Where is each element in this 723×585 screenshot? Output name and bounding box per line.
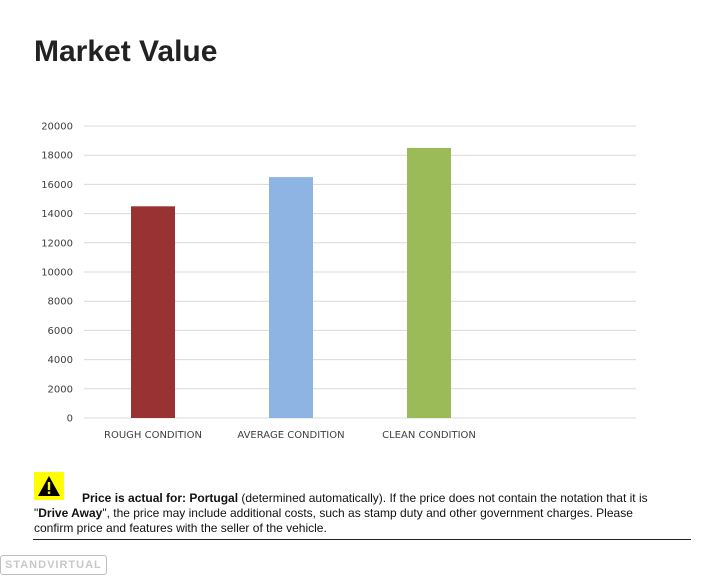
price-notice-part-1: (determined automatically). If the price…: [34, 491, 648, 520]
price-notice-text: Price is actual for: Portugal (determine…: [34, 472, 674, 536]
market-value-chart: 0 2000 4000 6000 8000 10000 12000 14000 16000 180…: [0, 100, 723, 460]
y-tick-label: 2000: [48, 384, 73, 395]
y-tick-label: 0: [67, 414, 73, 425]
y-tick-label: 16000: [41, 180, 73, 191]
y-tick-label: 12000: [41, 238, 73, 249]
y-tick-label: 14000: [41, 209, 73, 220]
bar-average-condition: [269, 177, 313, 418]
x-category-label: ROUGH CONDITION: [104, 430, 202, 441]
y-axis-tick-labels: 0 2000 4000 6000 8000 10000 12000 14000 16000 180…: [41, 122, 73, 425]
bar-clean-condition: [407, 147, 451, 418]
price-notice: Price is actual for: Portugal (determine…: [34, 472, 674, 536]
bar-rough-condition: [131, 206, 175, 418]
standvirtual-watermark-logo: STANDVIRTUAL: [0, 555, 107, 575]
bar-chart-svg: 0 2000 4000 6000 8000 10000 12000 14000 16000 180…: [41, 122, 636, 441]
gridlines: [84, 125, 636, 419]
y-tick-label: 18000: [41, 151, 73, 162]
price-country-label: Price is actual for: Portugal: [82, 491, 239, 505]
y-tick-label: 20000: [41, 122, 73, 133]
page-title: Market Value: [34, 35, 218, 68]
x-axis-category-labels: ROUGH CONDITION AVERAGE CONDITION CLEAN CO…: [104, 430, 476, 441]
bars: [131, 147, 451, 418]
warning-icon: [34, 472, 64, 500]
y-tick-label: 6000: [48, 326, 73, 337]
y-tick-label: 8000: [48, 297, 73, 308]
y-tick-label: 4000: [48, 355, 73, 366]
x-category-label: CLEAN CONDITION: [382, 430, 476, 441]
y-tick-label: 10000: [41, 268, 73, 279]
x-category-label: AVERAGE CONDITION: [237, 430, 344, 441]
price-notice-part-2: ", the price may include additional cost…: [34, 506, 633, 535]
drive-away-label: Drive Away: [38, 506, 103, 520]
divider: [33, 539, 691, 540]
